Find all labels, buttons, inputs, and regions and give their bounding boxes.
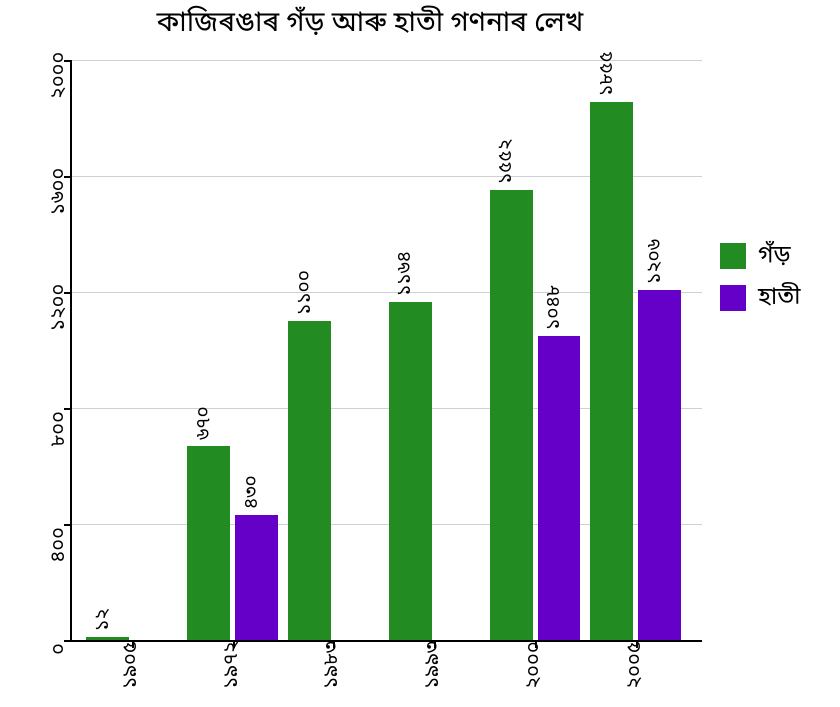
ytick-label: ১৬০০ xyxy=(47,179,73,215)
bar-0-4 xyxy=(490,190,533,640)
bar-label-0-0: ১২ xyxy=(91,608,116,631)
bar-label-0-2: ১১০০ xyxy=(293,270,318,315)
xtick-label: ১৯০৫ xyxy=(119,641,145,688)
bar-label-0-1: ৬৭০ xyxy=(192,406,217,440)
bar-0-2 xyxy=(288,321,331,640)
xtick-label: ১৯৭২ xyxy=(220,641,246,688)
ytick xyxy=(64,524,72,526)
bar-label-0-5: ১৮৫৫ xyxy=(595,51,620,96)
bar-0-5 xyxy=(590,102,633,640)
bar-1-1 xyxy=(235,515,278,640)
ytick xyxy=(64,408,72,410)
xtick-label: ১৯৯৩ xyxy=(421,641,447,688)
ytick-label: ৪০০ xyxy=(47,527,73,563)
bar-0-0 xyxy=(86,637,129,640)
legend-swatch-1 xyxy=(720,285,746,311)
bar-label-1-5: ১২০৬ xyxy=(643,239,668,284)
bar-label-0-4: ১৫৫২ xyxy=(494,139,519,184)
ytick-label: ১২০০ xyxy=(47,295,73,331)
plot-area: ০৪০০৮০০১২০০১৬০০২০০০১৯০৫১৯৭২১৯৮৩১৯৯৩২০০০২… xyxy=(70,60,702,642)
ytick-label: ০ xyxy=(47,643,73,679)
legend-item-0: গঁড় xyxy=(720,240,801,272)
bar-label-0-3: ১১৬৪ xyxy=(393,251,418,296)
bar-0-1 xyxy=(187,446,230,640)
legend-label-1: হাতী xyxy=(758,282,801,314)
chart-container: কাজিৰঙাৰ গঁড় আৰু হাতী গণনাৰ লেখ ০৪০০৮০০… xyxy=(0,0,840,707)
bar-1-5 xyxy=(638,290,681,640)
legend-swatch-0 xyxy=(720,243,746,269)
legend: গঁড় হাতী xyxy=(720,240,801,324)
xtick-label: ১৯৮৩ xyxy=(320,641,346,688)
legend-label-0: গঁড় xyxy=(758,240,791,272)
bar-1-4 xyxy=(538,336,581,640)
ytick-label: ২০০০ xyxy=(47,63,73,99)
ytick xyxy=(64,640,72,642)
legend-item-1: হাতী xyxy=(720,282,801,314)
bar-0-3 xyxy=(389,302,432,640)
bar-label-1-1: ৪৩০ xyxy=(240,476,265,510)
chart-title: কাজিৰঙাৰ গঁড় আৰু হাতী গণনাৰ লেখ xyxy=(0,6,740,43)
xtick-label: ২০০০ xyxy=(522,641,548,688)
ytick-label: ৮০০ xyxy=(47,411,73,447)
bar-label-1-4: ১০৪৮ xyxy=(542,285,567,330)
xtick-label: ২০০৫ xyxy=(623,641,649,688)
